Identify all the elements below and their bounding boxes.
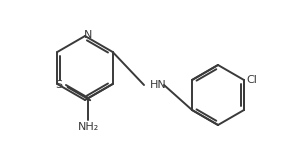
Text: HN: HN (150, 80, 167, 90)
Text: NH₂: NH₂ (78, 122, 99, 132)
Text: S: S (55, 80, 62, 90)
Text: Cl: Cl (246, 75, 257, 85)
Text: N: N (84, 30, 92, 40)
